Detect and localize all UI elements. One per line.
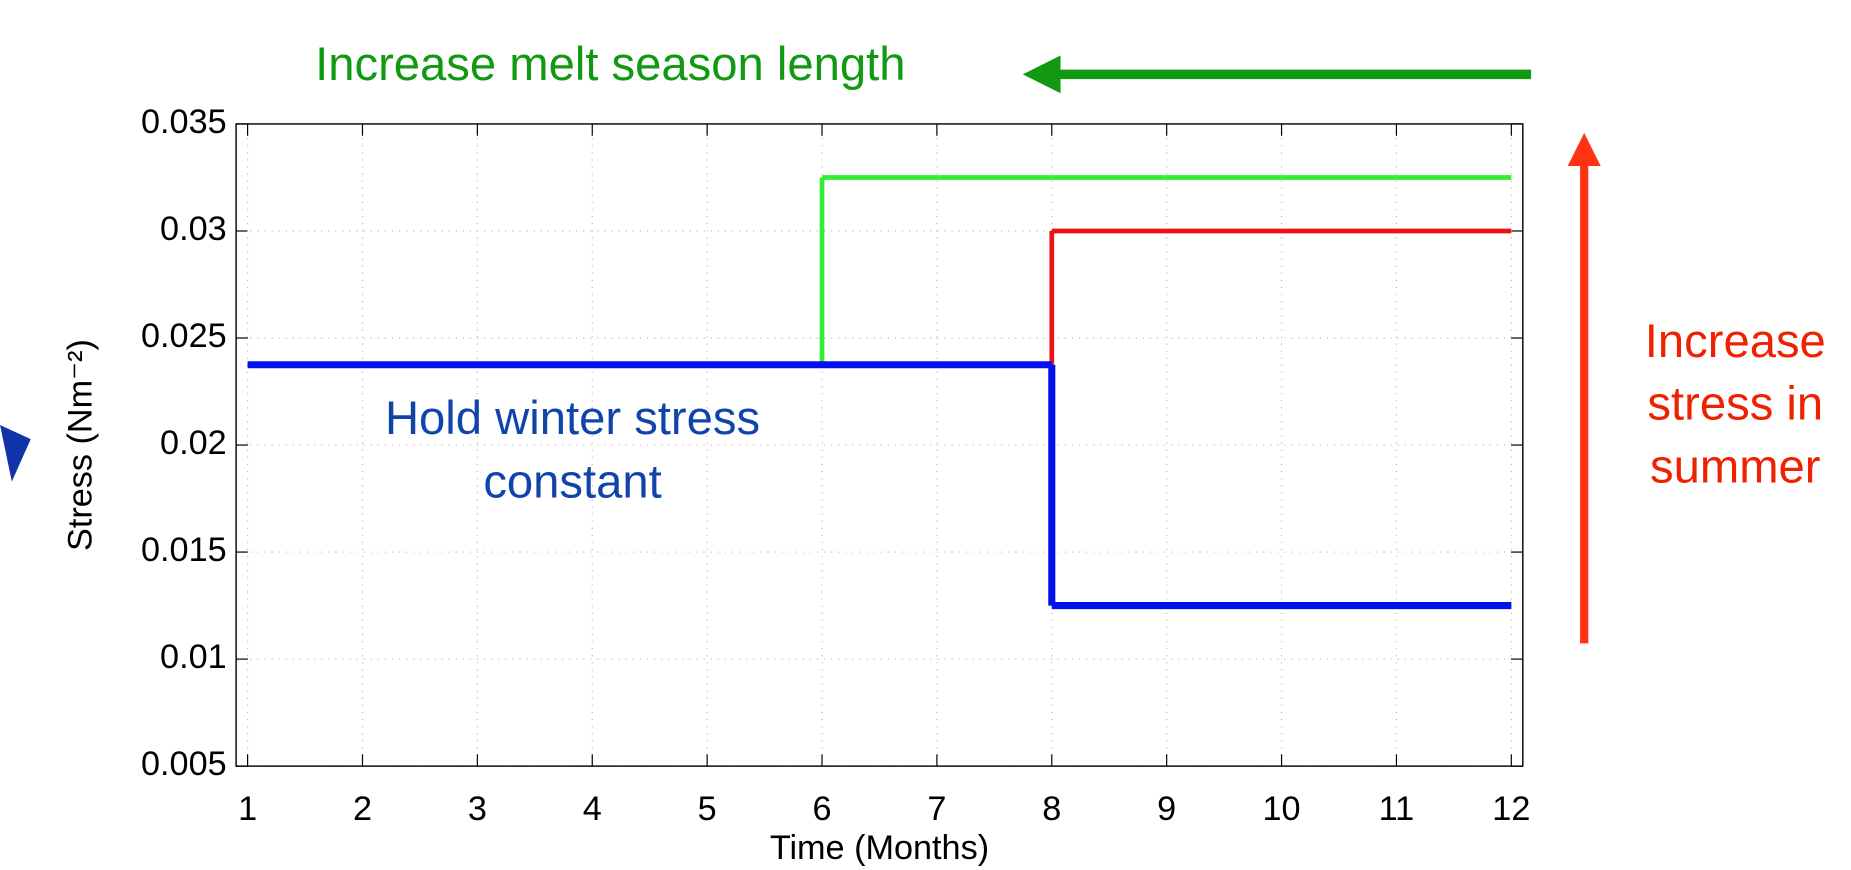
annotation: stress in: [1647, 378, 1823, 431]
x-tick-label: 10: [1263, 790, 1301, 828]
x-tick-label: 2: [353, 790, 372, 828]
y-axis-label: Stress (Nm⁻²): [62, 339, 100, 551]
x-tick-label: 6: [813, 790, 832, 828]
x-tick-label: 3: [468, 790, 487, 828]
y-tick-label: 0.025: [141, 317, 227, 355]
y-tick-label: 0.03: [160, 210, 227, 248]
x-tick-label: 4: [583, 790, 602, 828]
y-tick-label: 0.035: [141, 103, 227, 141]
y-tick-label: 0.015: [141, 531, 227, 569]
annotation: Increase melt season length: [315, 38, 905, 91]
x-tick-label: 8: [1042, 790, 1061, 828]
x-tick-label: 1: [238, 790, 257, 828]
annotation: Hold winter stress: [385, 392, 760, 445]
x-tick-label: 11: [1379, 790, 1415, 828]
y-tick-label: 0.01: [160, 638, 227, 676]
x-tick-label: 12: [1492, 790, 1530, 828]
annotation: constant: [483, 456, 661, 509]
axes-frame: [235, 123, 1524, 767]
x-axis-label: Time (Months): [770, 829, 989, 867]
annotation: summer: [1650, 440, 1820, 493]
x-tick-label: 5: [698, 790, 717, 828]
annotation: Increase: [1645, 315, 1826, 368]
x-tick-label: 7: [927, 790, 946, 828]
arrow-partial: [0, 424, 31, 482]
x-tick-label: 9: [1157, 790, 1176, 828]
y-tick-label: 0.005: [141, 745, 227, 783]
y-tick-label: 0.02: [160, 424, 227, 462]
